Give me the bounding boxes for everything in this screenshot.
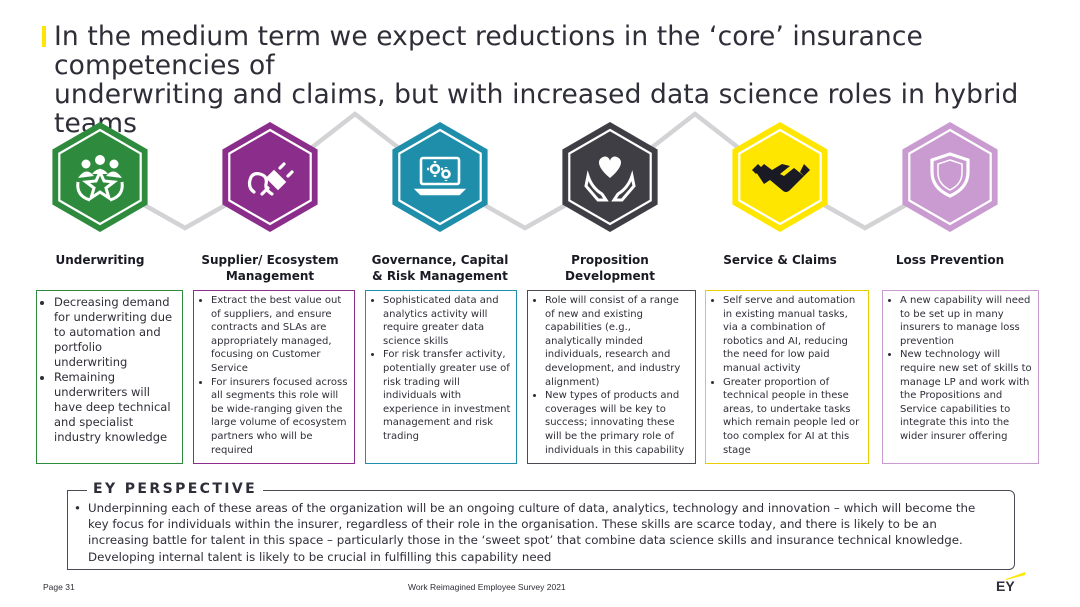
ey-logo: EY (996, 570, 1026, 594)
perspective-line-1: Underpinning each of these areas of the … (88, 501, 976, 515)
hexagon-underwriting (48, 120, 152, 234)
perspective-text: • Underpinning each of these areas of th… (74, 500, 1004, 565)
description-box-loss: A new capability will need to be set up … (882, 290, 1039, 464)
bullet-item: New types of products and coverages will… (545, 389, 691, 457)
heading-line: & Risk Management (372, 269, 508, 283)
perspective-box (67, 490, 1015, 570)
bullet-item: Greater proportion of technical people i… (723, 376, 864, 458)
plug-icon (222, 122, 318, 232)
bullet-item: Self serve and automation in existing ma… (723, 294, 864, 376)
heading-proposition: Proposition Development (525, 252, 695, 284)
bullet-item: New technology will require new set of s… (900, 348, 1034, 443)
bullet-item: For risk transfer activity, potentially … (383, 348, 512, 443)
bullet-list: Self serve and automation in existing ma… (709, 294, 864, 457)
team-star-icon (52, 122, 148, 232)
description-box-service: Self serve and automation in existing ma… (705, 290, 869, 464)
handshake-icon (732, 122, 828, 232)
bullet-item: Remaining underwriters will have deep te… (54, 370, 178, 445)
heading-line: Management (225, 269, 315, 283)
bullet-item: A new capability will need to be set up … (900, 294, 1034, 348)
footer-source: Work Reimagined Employee Survey 2021 (408, 582, 566, 592)
heading-line: Loss Prevention (895, 253, 1005, 267)
shield-icon (902, 122, 998, 232)
bullet-list: Extract the best value out of suppliers,… (197, 294, 350, 457)
heading-line: Underwriting (55, 253, 145, 267)
heading-line: Proposition (571, 253, 649, 267)
hexagon-supplier (218, 120, 322, 234)
heading-line: Service & Claims (723, 253, 837, 267)
title-accent-bar (42, 26, 46, 47)
perspective-title: EY PERSPECTIVE (87, 481, 264, 497)
hands-heart-icon (562, 122, 658, 232)
page-number: Page 31 (43, 582, 75, 592)
monitor-gears-icon (392, 122, 488, 232)
bullet-list: A new capability will need to be set up … (886, 294, 1034, 444)
heading-line: Supplier/ Ecosystem (201, 253, 339, 267)
bullet-item: Sophisticated data and analytics activit… (383, 294, 512, 348)
bullet-item: For insurers focused across all segments… (211, 376, 350, 458)
perspective-line-4: Developing internal talent is likely to … (88, 549, 552, 564)
bullet-item: Decreasing demand for underwriting due t… (54, 295, 178, 370)
ey-logo-text: EY (996, 578, 1015, 592)
heading-supplier: Supplier/ Ecosystem Management (185, 252, 355, 284)
description-box-proposition: Role will consist of a range of new and … (527, 290, 696, 464)
heading-underwriting: Underwriting (15, 252, 185, 268)
heading-governance: Governance, Capital & Risk Management (355, 252, 525, 284)
description-box-governance: Sophisticated data and analytics activit… (365, 290, 517, 464)
hexagon-loss (898, 120, 1002, 234)
bullet-item: Role will consist of a range of new and … (545, 294, 691, 389)
heading-loss: Loss Prevention (865, 252, 1035, 268)
perspective-line-2: key focus for individuals within the ins… (88, 517, 937, 532)
bullet-item: Extract the best value out of suppliers,… (211, 294, 350, 376)
hexagon-proposition (558, 120, 662, 234)
heading-line: Development (565, 269, 655, 283)
description-box-supplier: Extract the best value out of suppliers,… (193, 290, 355, 464)
title-line-1: In the medium term we expect reductions … (54, 21, 923, 81)
heading-service: Service & Claims (695, 252, 865, 268)
bullet-list: Role will consist of a range of new and … (531, 294, 691, 457)
perspective-line-3: increasing battle for talent in this spa… (88, 533, 963, 548)
description-box-underwriting: Decreasing demand for underwriting due t… (36, 290, 183, 464)
bullet-list: Decreasing demand for underwriting due t… (40, 295, 178, 445)
perspective-bullet: • (74, 501, 81, 515)
hexagon-service (728, 120, 832, 234)
hexagon-governance (388, 120, 492, 234)
bullet-list: Sophisticated data and analytics activit… (369, 294, 512, 444)
heading-line: Governance, Capital (371, 253, 509, 267)
